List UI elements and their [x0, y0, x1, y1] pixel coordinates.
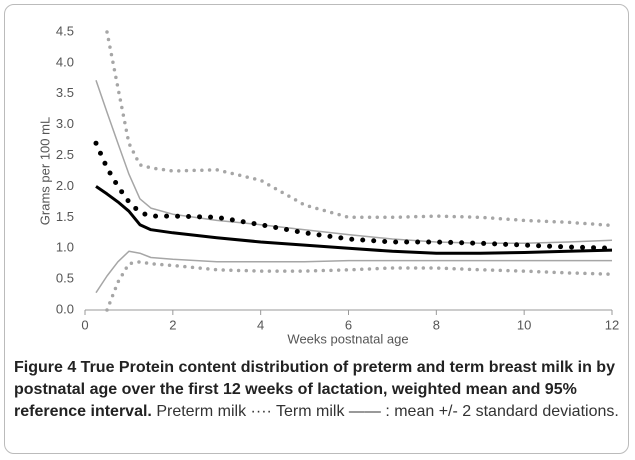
- x-tick-label: 6: [345, 317, 352, 332]
- figure: [4, 4, 629, 454]
- caption-text: Preterm milk ···· Term milk —— : mean +/…: [156, 403, 619, 420]
- y-tick-label: 2.0: [56, 178, 74, 193]
- series-line: [95, 250, 612, 294]
- series-line: [105, 30, 614, 228]
- series-line: [95, 185, 613, 255]
- y-tick-label: 0.5: [56, 271, 74, 286]
- y-tick-label: 0.0: [56, 301, 74, 316]
- x-tick-label: 12: [605, 317, 619, 332]
- x-tick-label: 2: [169, 317, 176, 332]
- y-tick-label: 1.0: [56, 240, 74, 255]
- y-tick-label: 3.5: [56, 85, 74, 100]
- x-tick-label: 10: [517, 317, 531, 332]
- series-line: [93, 140, 615, 251]
- y-tick-label: 4.0: [56, 54, 74, 69]
- x-tick-label: 0: [81, 317, 88, 332]
- caption: Figure 4 True Protein content distributi…: [14, 357, 622, 423]
- y-tick-label: 4.5: [56, 23, 74, 38]
- caption-title: Figure 4 True Protein content distributi…: [14, 359, 615, 420]
- y-tick-label: 3.0: [56, 116, 74, 131]
- series-line: [105, 260, 614, 312]
- y-tick-label: 2.5: [56, 147, 74, 162]
- y-axis-label: Grams per 100 mL: [37, 117, 52, 225]
- y-tick-label: 1.5: [56, 209, 74, 224]
- x-axis-label: Weeks postnatal age: [287, 331, 408, 346]
- x-tick-label: 4: [257, 317, 264, 332]
- x-tick-label: 8: [433, 317, 440, 332]
- chart: Grams per 100 mL Weeks postnatal age 0.0…: [37, 23, 619, 346]
